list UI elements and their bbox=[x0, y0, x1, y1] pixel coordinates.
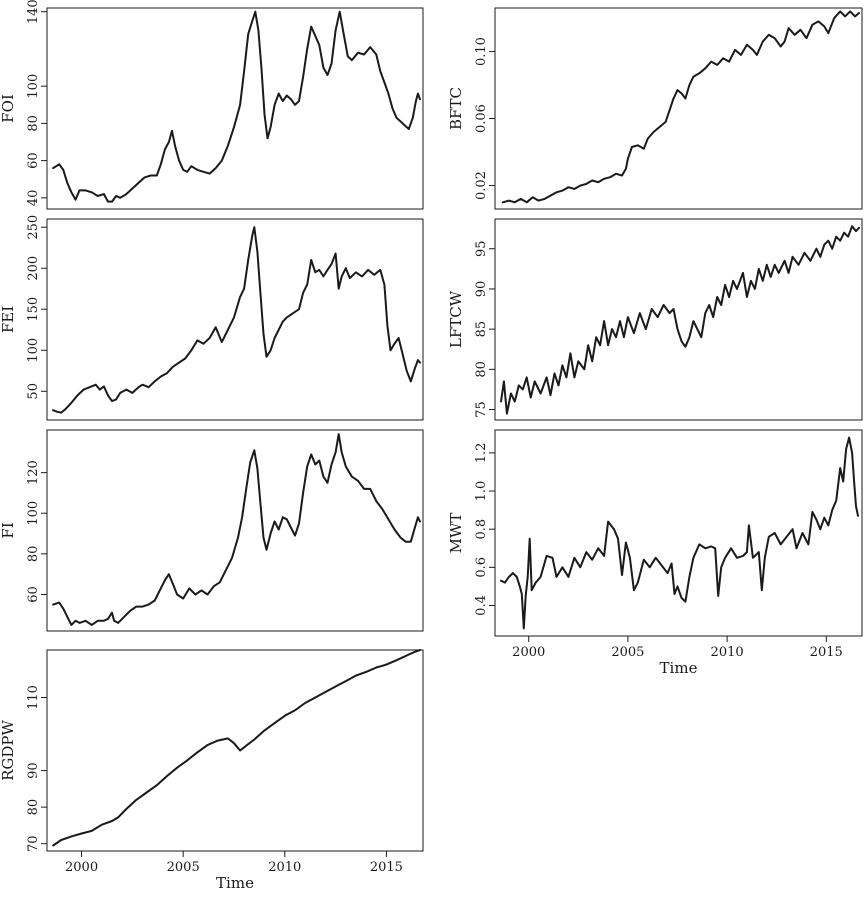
x-tick-label: 2010 bbox=[268, 860, 301, 875]
y-tick-label: 0.02 bbox=[474, 171, 489, 200]
y-tick-label: 80 bbox=[26, 799, 41, 816]
y-tick-label: 200 bbox=[26, 256, 41, 281]
y-axis-label: BFTC bbox=[447, 87, 465, 130]
plot-frame bbox=[46, 649, 424, 852]
y-tick-label: 85 bbox=[474, 321, 489, 338]
x-tick-label: 2000 bbox=[65, 860, 98, 875]
x-tick-label: 2015 bbox=[810, 645, 843, 660]
y-axis-label: FEI bbox=[0, 306, 17, 333]
y-tick-label: 80 bbox=[26, 546, 41, 563]
series-line-lftcw bbox=[500, 225, 860, 415]
x-axis-label: Time bbox=[216, 874, 254, 892]
x-tick-label: 2010 bbox=[711, 645, 744, 660]
y-tick-label: 80 bbox=[26, 115, 41, 132]
panel-fi: 60 80 100 120 FI bbox=[0, 429, 424, 632]
y-tick-label: 100 bbox=[26, 501, 41, 526]
plot-frame bbox=[494, 7, 863, 210]
x-tick-label: 2000 bbox=[512, 645, 545, 660]
y-tick-label: 0.10 bbox=[474, 37, 489, 66]
y-tick-label: 140 bbox=[26, 0, 41, 24]
y-tick-label: 0.4 bbox=[474, 595, 489, 616]
plot-frame bbox=[46, 7, 424, 210]
panel-mwt: 0.4 0.6 0.8 1.0 1.2 2000 2005 2010 2015 MWT Time bbox=[447, 429, 863, 677]
y-axis-label: MWT bbox=[447, 513, 465, 554]
y-tick-label: 90 bbox=[26, 762, 41, 779]
y-tick-label: 50 bbox=[26, 383, 41, 400]
y-tick-label: 90 bbox=[474, 281, 489, 298]
panel-foi: 40 60 80 100 140 FOI bbox=[0, 0, 424, 210]
y-tick-label: 75 bbox=[474, 401, 489, 418]
plot-frame bbox=[494, 429, 863, 637]
y-tick-label: 110 bbox=[26, 685, 41, 710]
y-tick-label: 95 bbox=[474, 240, 489, 257]
y-tick-label: 0.8 bbox=[474, 519, 489, 540]
y-tick-label: 70 bbox=[26, 835, 41, 852]
series-line-foi bbox=[52, 10, 421, 203]
y-axis-label: FI bbox=[0, 522, 17, 538]
plot-frame bbox=[494, 218, 863, 421]
y-tick-label: 40 bbox=[26, 190, 41, 207]
y-tick-label: 100 bbox=[26, 338, 41, 363]
y-tick-label: 100 bbox=[26, 74, 41, 99]
series-line-fei bbox=[52, 226, 421, 414]
series-line-mwt bbox=[500, 436, 859, 630]
y-tick-label: 120 bbox=[26, 460, 41, 485]
panel-rgdpw: 70 80 90 110 2000 2005 2010 2015 RGDPW Time bbox=[0, 649, 424, 892]
y-tick-label: 60 bbox=[26, 586, 41, 603]
y-tick-label: 250 bbox=[26, 215, 41, 240]
panel-fei: 50 100 150 200 250 FEI bbox=[0, 215, 424, 421]
series-line-bftc bbox=[501, 10, 860, 204]
y-axis-label: LFTCW bbox=[447, 290, 465, 348]
y-tick-label: 0.06 bbox=[474, 104, 489, 133]
y-axis-label: FOI bbox=[0, 94, 17, 123]
plot-frame bbox=[46, 218, 424, 421]
x-axis-label: Time bbox=[660, 659, 698, 677]
x-tick-label: 2005 bbox=[611, 645, 644, 660]
x-tick-label: 2005 bbox=[167, 860, 200, 875]
y-tick-label: 0.6 bbox=[474, 557, 489, 578]
series-line-fi bbox=[52, 433, 421, 626]
x-tick-label: 2015 bbox=[370, 860, 403, 875]
y-axis-label: RGDPW bbox=[0, 720, 17, 781]
series-line-rgdpw bbox=[52, 649, 421, 847]
panel-bftc: 0.02 0.06 0.10 BFTC bbox=[447, 7, 863, 210]
y-tick-label: 150 bbox=[26, 297, 41, 322]
y-tick-label: 1.0 bbox=[474, 481, 489, 502]
panel-lftcw: 75 80 85 90 95 LFTCW bbox=[447, 218, 863, 421]
y-tick-label: 80 bbox=[474, 361, 489, 378]
plot-frame bbox=[46, 429, 424, 632]
y-tick-label: 1.2 bbox=[474, 443, 489, 464]
y-tick-label: 60 bbox=[26, 152, 41, 169]
